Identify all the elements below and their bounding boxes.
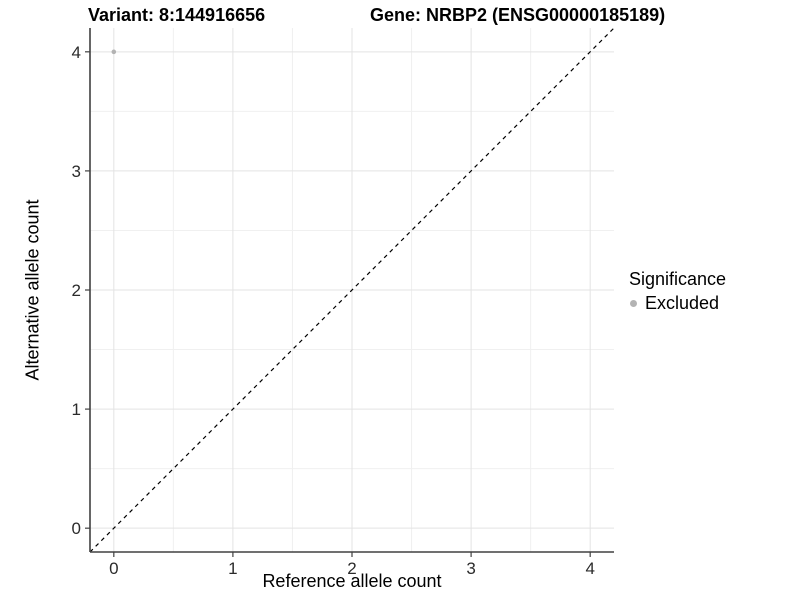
legend-item-excluded: Excluded — [629, 293, 726, 314]
y-tick-label: 3 — [72, 162, 81, 181]
excluded-marker-circle-icon — [630, 300, 637, 307]
y-tick-label: 4 — [72, 43, 81, 62]
y-tick-label: 2 — [72, 281, 81, 300]
x-tick-label: 2 — [347, 559, 356, 578]
data-point-excluded — [111, 49, 117, 55]
x-tick-label: 1 — [228, 559, 237, 578]
variant-title: Variant: 8:144916656 — [88, 5, 266, 25]
y-tick-label: 1 — [72, 400, 81, 419]
legend-title: Significance — [629, 269, 727, 289]
x-axis-label: Reference allele count — [262, 571, 442, 591]
legend: Significance Excluded — [629, 269, 726, 314]
legend-item-label: Excluded — [645, 293, 720, 313]
x-tick-label: 0 — [109, 559, 118, 578]
y-axis-label: Alternative allele count — [22, 199, 43, 381]
x-tick-label: 3 — [466, 559, 475, 578]
gene-title: Gene: NRBP2 (ENSG00000185189) — [370, 5, 666, 25]
x-tick-label: 4 — [585, 559, 594, 578]
y-tick-label: 0 — [72, 519, 81, 538]
identity-reference-line — [89, 27, 615, 553]
